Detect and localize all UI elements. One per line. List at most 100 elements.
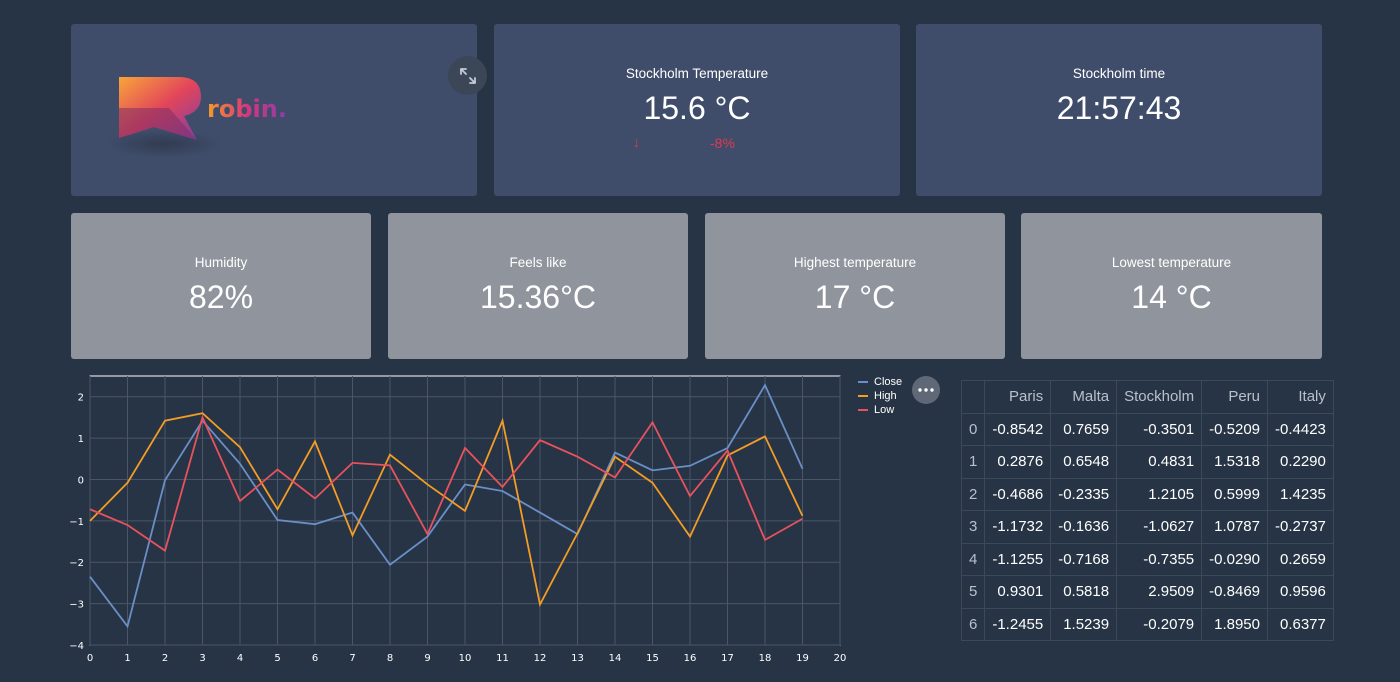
temperature-label: Stockholm Temperature <box>625 66 769 81</box>
x-tick-label: 6 <box>312 653 318 664</box>
legend-item-low[interactable]: Low <box>858 403 902 417</box>
table-cell[interactable]: -0.2079 <box>1116 607 1203 641</box>
x-tick-label: 0 <box>87 653 93 664</box>
y-tick-label: 0 <box>78 475 84 486</box>
table-cell[interactable]: -0.8469 <box>1201 575 1268 609</box>
x-tick-label: 7 <box>349 653 355 664</box>
table-column-header[interactable]: Paris <box>984 380 1052 414</box>
x-tick-label: 12 <box>534 653 547 664</box>
y-tick-label: 2 <box>78 393 84 404</box>
table-cell[interactable]: -0.4686 <box>984 477 1052 511</box>
table-cell[interactable]: -0.3501 <box>1116 412 1203 446</box>
table-cell[interactable]: 0.4831 <box>1116 445 1203 479</box>
table-cell[interactable]: 0.9301 <box>984 575 1052 609</box>
series-line-low[interactable] <box>89 414 803 553</box>
table-cell[interactable]: -0.4423 <box>1267 412 1334 446</box>
x-tick-label: 20 <box>834 653 847 664</box>
table-row: 2 -0.4686 -0.2335 1.2105 0.5999 1.4235 <box>960 477 1334 511</box>
table-cell[interactable]: 0.7659 <box>1050 412 1118 446</box>
table-column-header[interactable]: Malta <box>1050 380 1118 414</box>
x-tick-label: 16 <box>684 653 697 664</box>
table-row-index[interactable]: 6 <box>960 607 986 641</box>
chart-legend: Close High Low <box>858 375 902 417</box>
lowest-temp-label: Lowest temperature <box>1111 255 1232 270</box>
table-column-header[interactable]: Italy <box>1267 380 1334 414</box>
x-tick-label: 15 <box>646 653 659 664</box>
table-row-index[interactable]: 0 <box>960 412 986 446</box>
series-line-close[interactable] <box>89 383 804 629</box>
table-cell[interactable]: -0.0290 <box>1201 542 1268 576</box>
humidity-label: Humidity <box>194 255 248 270</box>
table-cell[interactable]: -1.0627 <box>1116 510 1203 544</box>
table-index-header[interactable] <box>960 380 986 414</box>
time-label: Stockholm time <box>1072 66 1166 81</box>
table-cell[interactable]: 0.6548 <box>1050 445 1118 479</box>
table-cell[interactable]: -0.1636 <box>1050 510 1118 544</box>
table-cell[interactable]: 1.4235 <box>1267 477 1334 511</box>
temperature-delta: -8% <box>710 135 735 151</box>
table-cell[interactable]: 0.2659 <box>1267 542 1334 576</box>
table-row: 6 -1.2455 1.5239 -0.2079 1.8950 0.6377 <box>960 607 1334 641</box>
table-cell[interactable]: 0.9596 <box>1267 575 1334 609</box>
table-cell[interactable]: 1.5318 <box>1201 445 1268 479</box>
table-cell[interactable]: 0.2290 <box>1267 445 1334 479</box>
series-line-high[interactable] <box>89 412 804 608</box>
temperature-card: Stockholm Temperature 15.6 °C ↓ -8% <box>494 24 900 196</box>
robin-logo: robin. <box>109 77 287 158</box>
lowest-temp-value: 14 °C <box>1131 279 1212 315</box>
table-cell[interactable]: 1.0787 <box>1201 510 1268 544</box>
line-chart[interactable]: 0 1 2 3 4 5 6 7 8 9 10 11 12 13 14 15 16 17 18 19 20−4−3−2−1… <box>0 370 860 670</box>
data-table: Paris Malta Stockholm Peru Italy 0 -0.8542 0.7… <box>960 380 1334 641</box>
x-tick-label: 17 <box>721 653 734 664</box>
table-cell[interactable]: 0.5999 <box>1201 477 1268 511</box>
table-cell[interactable]: -0.7168 <box>1050 542 1118 576</box>
table-cell[interactable]: 1.2105 <box>1116 477 1203 511</box>
y-tick-label: 1 <box>78 434 84 445</box>
legend-swatch-low <box>858 409 868 411</box>
table-cell[interactable]: -0.8542 <box>984 412 1052 446</box>
table-cell[interactable]: -0.2737 <box>1267 510 1334 544</box>
highest-temp-label: Highest temperature <box>793 255 917 270</box>
table-cell[interactable]: 1.5239 <box>1050 607 1118 641</box>
highest-temp-value: 17 °C <box>814 279 896 315</box>
table-cell[interactable]: -1.1732 <box>984 510 1052 544</box>
x-tick-label: 1 <box>124 653 130 664</box>
table-column-header[interactable]: Stockholm <box>1116 380 1203 414</box>
table-row-index[interactable]: 2 <box>960 477 986 511</box>
x-tick-label: 11 <box>496 653 509 664</box>
y-tick-label: −2 <box>69 558 84 569</box>
table-row: 1 0.2876 0.6548 0.4831 1.5318 0.2290 <box>960 445 1334 479</box>
chart-menu-button[interactable] <box>912 376 940 404</box>
y-tick-label: −4 <box>69 641 84 652</box>
table-cell[interactable]: 0.5818 <box>1050 575 1118 609</box>
x-tick-label: 3 <box>199 653 205 664</box>
table-column-header[interactable]: Peru <box>1201 380 1268 414</box>
expand-button[interactable] <box>448 56 487 95</box>
table-row: 3 -1.1732 -0.1636 -1.0627 1.0787 -0.2737 <box>960 510 1334 544</box>
table-cell[interactable]: 1.8950 <box>1201 607 1268 641</box>
feels-like-label: Feels like <box>509 255 567 270</box>
table-row-index[interactable]: 4 <box>960 542 986 576</box>
table-cell[interactable]: 0.2876 <box>984 445 1052 479</box>
feels-like-value: 15.36°C <box>480 279 596 315</box>
table-row-index[interactable]: 1 <box>960 445 986 479</box>
more-options-icon <box>918 388 934 392</box>
table-cell[interactable]: -0.5209 <box>1201 412 1268 446</box>
table-cell[interactable]: 2.9509 <box>1116 575 1203 609</box>
x-tick-label: 19 <box>796 653 809 664</box>
x-tick-label: 10 <box>459 653 472 664</box>
legend-item-close[interactable]: Close <box>858 375 902 389</box>
table-cell[interactable]: -1.2455 <box>984 607 1052 641</box>
y-tick-label: −1 <box>69 517 84 528</box>
table-row-index[interactable]: 5 <box>960 575 986 609</box>
feels-like-card: Feels like 15.36°C <box>388 213 688 359</box>
x-tick-label: 2 <box>162 653 168 664</box>
table-cell[interactable]: -0.2335 <box>1050 477 1118 511</box>
table-cell[interactable]: -1.1255 <box>984 542 1052 576</box>
table-cell[interactable]: -0.7355 <box>1116 542 1203 576</box>
table-row: 0 -0.8542 0.7659 -0.3501 -0.5209 -0.4423 <box>960 412 1334 446</box>
table-row-index[interactable]: 3 <box>960 510 986 544</box>
table-row: 4 -1.1255 -0.7168 -0.7355 -0.0290 0.2659 <box>960 542 1334 576</box>
legend-item-high[interactable]: High <box>858 389 902 403</box>
table-cell[interactable]: 0.6377 <box>1267 607 1334 641</box>
